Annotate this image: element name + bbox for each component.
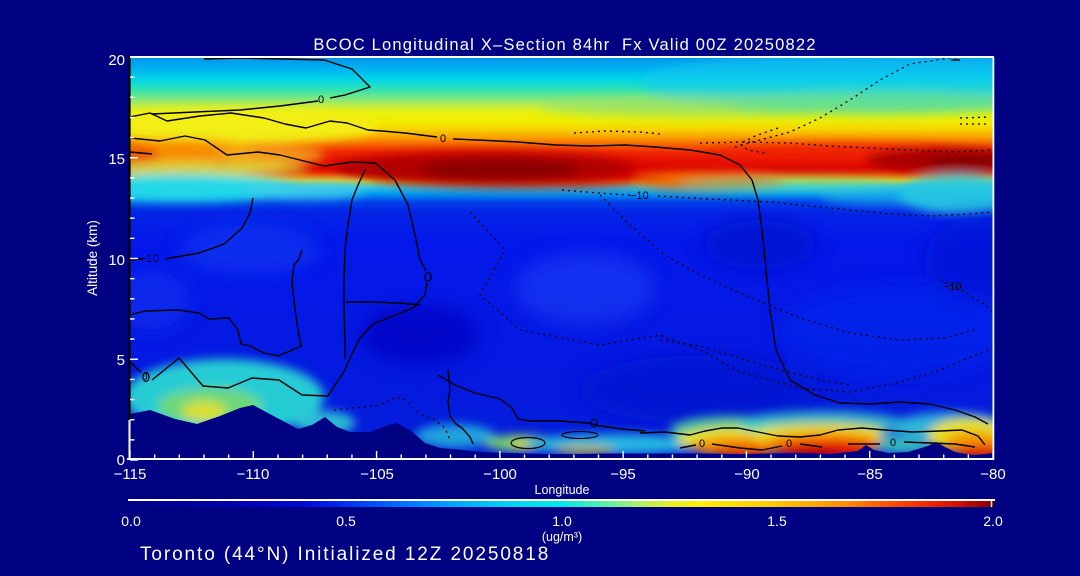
svg-text:−110: −110	[237, 466, 270, 483]
svg-text:1.0: 1.0	[552, 513, 572, 529]
svg-text:BCOC Longitudinal X–Section 84: BCOC Longitudinal X–Section 84hr Fx Vali…	[313, 36, 816, 54]
svg-text:0.0: 0.0	[121, 513, 141, 529]
svg-text:−10: −10	[630, 190, 649, 202]
svg-text:−105: −105	[360, 466, 394, 483]
svg-text:−80: −80	[980, 466, 1005, 483]
svg-text:−10: −10	[943, 281, 962, 293]
svg-text:0: 0	[142, 372, 148, 383]
svg-text:0: 0	[318, 94, 324, 106]
svg-text:(ug/m³): (ug/m³)	[542, 530, 582, 544]
svg-text:−100: −100	[483, 466, 517, 483]
svg-text:0: 0	[117, 452, 125, 469]
svg-text:−85: −85	[857, 466, 882, 483]
svg-text:5: 5	[117, 352, 125, 369]
svg-text:15: 15	[108, 151, 125, 168]
svg-text:1.5: 1.5	[767, 513, 787, 529]
svg-text:10: 10	[108, 252, 125, 269]
svg-text:−95: −95	[610, 466, 635, 483]
svg-text:Altitude (km): Altitude (km)	[85, 220, 100, 296]
svg-text:2.0: 2.0	[983, 513, 1003, 529]
svg-text:−115: −115	[114, 466, 147, 483]
svg-text:Longitude: Longitude	[535, 483, 590, 497]
svg-text:20: 20	[108, 52, 125, 69]
svg-text:0: 0	[440, 133, 446, 145]
svg-text:0: 0	[786, 438, 792, 450]
svg-text:0: 0	[699, 438, 705, 450]
svg-text:0: 0	[890, 437, 896, 449]
svg-text:−10: −10	[140, 253, 159, 265]
svg-text:0.5: 0.5	[336, 513, 356, 529]
svg-text:−90: −90	[734, 466, 759, 483]
svg-text:Toronto (44°N) Initialized 12Z: Toronto (44°N) Initialized 12Z 20250818	[140, 544, 550, 565]
